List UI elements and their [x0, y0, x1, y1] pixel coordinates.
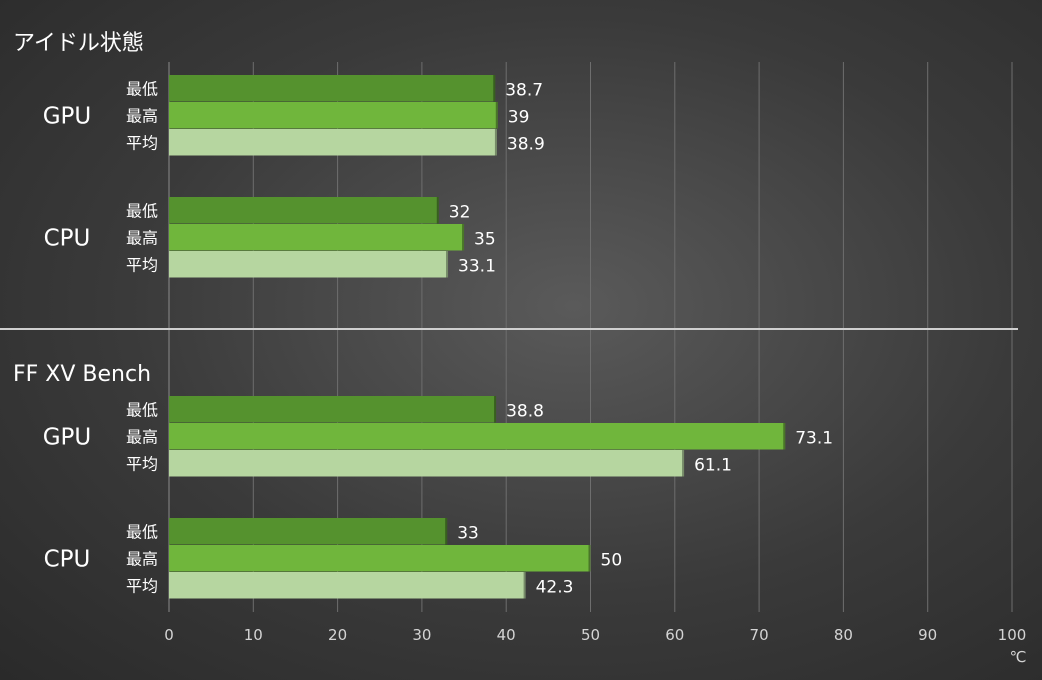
x-tick-label: 70: [750, 626, 769, 644]
bar-edge: [783, 423, 786, 450]
data-label: 39: [508, 107, 530, 127]
bar: [169, 518, 448, 545]
x-tick-label: 10: [244, 626, 263, 644]
x-axis: 0 10 20 30 40 50 60 70 80 90 100 ℃: [164, 626, 1026, 666]
x-tick-label: 0: [164, 626, 174, 644]
section-title: FF XV Bench: [13, 362, 151, 387]
x-tick-label: 80: [834, 626, 853, 644]
bar: [169, 102, 498, 129]
bar-edge: [588, 545, 591, 572]
x-tick-label: 60: [665, 626, 684, 644]
data-label: 73.1: [795, 428, 833, 448]
bar: [169, 129, 497, 156]
bar-edge: [445, 518, 448, 545]
group-label: CPU: [44, 226, 91, 252]
x-tick-label: 20: [328, 626, 347, 644]
bar: [169, 450, 685, 477]
bar-edge: [523, 572, 526, 599]
x-tick-label: 30: [412, 626, 431, 644]
data-label: 38.7: [505, 80, 543, 100]
series-label: 最高: [126, 106, 158, 125]
bar: [169, 224, 465, 251]
bar-edge: [462, 224, 465, 251]
bar: [169, 572, 526, 599]
bar-edge: [495, 102, 498, 129]
x-tick-label: 90: [918, 626, 937, 644]
series-label: 平均: [126, 454, 158, 473]
bars-layer: [169, 75, 786, 599]
series-label: 最低: [126, 400, 158, 419]
series-label: 最高: [126, 228, 158, 247]
bar: [169, 423, 786, 450]
x-tick-label: 50: [581, 626, 600, 644]
bar-edge: [493, 75, 496, 102]
bar-edge: [446, 251, 449, 278]
bar-edge: [436, 197, 439, 224]
data-label: 35: [474, 229, 496, 249]
bar-edge: [494, 396, 497, 423]
series-label: 最低: [126, 201, 158, 220]
group-label: GPU: [43, 425, 92, 451]
bar-edge: [682, 450, 685, 477]
labels-layer: アイドル状態 GPU 最低 38.7 最高 39 平均 38.9 CPU 最低 32 最高 35 平均 33…: [13, 31, 833, 597]
data-label: 38.9: [507, 134, 545, 154]
bar: [169, 75, 496, 102]
data-label: 32: [449, 202, 471, 222]
bar: [169, 396, 497, 423]
series-label: 最高: [126, 427, 158, 446]
x-tick-label: 40: [497, 626, 516, 644]
group-label: CPU: [44, 547, 91, 573]
group-label: GPU: [43, 104, 92, 130]
x-tick-label: 100: [998, 626, 1027, 644]
bar: [169, 197, 439, 224]
data-label: 33.1: [458, 256, 496, 276]
data-label: 50: [601, 550, 623, 570]
bar: [169, 545, 591, 572]
section-title: アイドル状態: [13, 31, 144, 56]
x-axis-unit: ℃: [1010, 648, 1027, 666]
series-label: 平均: [126, 576, 158, 595]
data-label: 61.1: [694, 455, 732, 475]
data-label: 38.8: [506, 401, 544, 421]
series-label: 最高: [126, 549, 158, 568]
series-label: 平均: [126, 255, 158, 274]
bar: [169, 251, 449, 278]
series-label: 最低: [126, 522, 158, 541]
data-label: 33: [457, 523, 479, 543]
series-label: 最低: [126, 79, 158, 98]
bar-edge: [494, 129, 497, 156]
data-label: 42.3: [536, 577, 574, 597]
series-label: 平均: [126, 133, 158, 152]
